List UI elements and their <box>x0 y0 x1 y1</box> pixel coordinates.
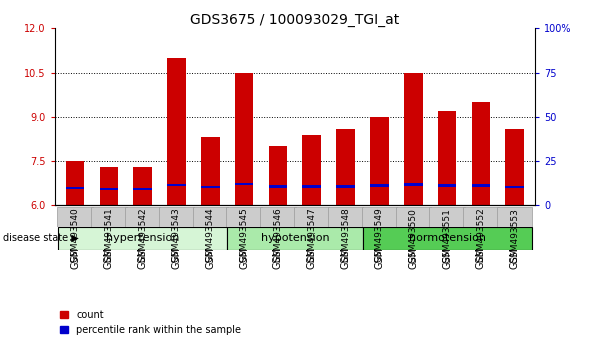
Bar <box>100 188 118 190</box>
Bar <box>404 73 423 205</box>
Bar <box>497 207 533 227</box>
Bar <box>472 102 490 205</box>
Text: hypotension: hypotension <box>261 233 329 243</box>
Text: GSM493553: GSM493553 <box>510 208 519 263</box>
Text: GSM493552: GSM493552 <box>477 208 485 262</box>
Text: hypertension: hypertension <box>106 233 179 243</box>
Bar <box>370 184 389 187</box>
Bar <box>125 207 161 227</box>
Bar <box>505 129 524 205</box>
Text: GSM493543: GSM493543 <box>172 208 181 262</box>
Bar <box>438 184 457 187</box>
Bar <box>235 73 254 205</box>
Bar <box>429 207 465 227</box>
Bar <box>370 117 389 205</box>
Bar <box>362 227 531 250</box>
Bar <box>193 207 228 227</box>
Bar <box>133 167 152 205</box>
Bar <box>226 207 262 227</box>
Bar <box>336 185 355 188</box>
Bar <box>235 183 254 185</box>
Bar <box>505 186 524 188</box>
Title: GDS3675 / 100093029_TGI_at: GDS3675 / 100093029_TGI_at <box>190 13 399 27</box>
Legend: count, percentile rank within the sample: count, percentile rank within the sample <box>60 310 241 335</box>
Text: GSM493545: GSM493545 <box>240 208 249 262</box>
Text: GSM493544: GSM493544 <box>206 208 215 262</box>
Bar <box>396 207 431 227</box>
Bar <box>438 111 457 205</box>
Text: GSM493547: GSM493547 <box>307 208 316 262</box>
Bar <box>159 207 194 227</box>
Bar <box>66 161 85 205</box>
Bar <box>336 129 355 205</box>
Text: GSM493549: GSM493549 <box>375 208 384 262</box>
Bar <box>66 187 85 189</box>
Text: GSM493550: GSM493550 <box>409 208 418 263</box>
Bar <box>260 207 295 227</box>
Bar <box>463 207 499 227</box>
Bar <box>201 185 219 188</box>
Text: GSM493548: GSM493548 <box>341 208 350 262</box>
Text: disease state ▶: disease state ▶ <box>3 233 79 243</box>
Bar <box>328 207 364 227</box>
Text: GSM493551: GSM493551 <box>443 208 452 263</box>
Text: normotension: normotension <box>409 233 486 243</box>
Text: GSM493540: GSM493540 <box>71 208 80 262</box>
Bar <box>58 227 227 250</box>
Bar <box>57 207 92 227</box>
Bar <box>167 58 186 205</box>
Bar <box>303 185 321 188</box>
Text: GSM493546: GSM493546 <box>274 208 283 262</box>
Bar <box>472 184 490 187</box>
Bar <box>133 188 152 190</box>
Bar <box>100 167 118 205</box>
Bar <box>404 183 423 186</box>
Bar <box>227 227 362 250</box>
Bar <box>167 184 186 187</box>
Text: GSM493542: GSM493542 <box>138 208 147 262</box>
Bar <box>362 207 397 227</box>
Bar <box>269 185 287 188</box>
Bar <box>269 146 287 205</box>
Text: GSM493541: GSM493541 <box>105 208 113 262</box>
Bar <box>303 135 321 205</box>
Bar <box>294 207 330 227</box>
Bar <box>91 207 126 227</box>
Bar <box>201 137 219 205</box>
